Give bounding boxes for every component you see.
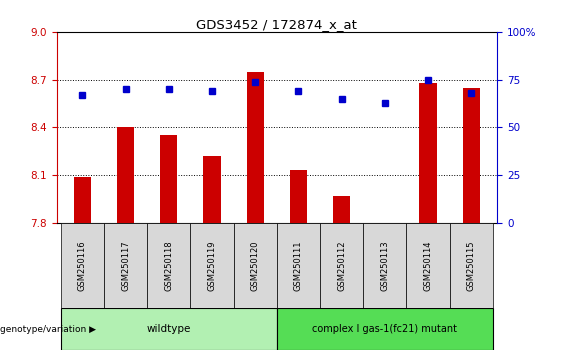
Bar [277,308,493,350]
Text: GSM250116: GSM250116 [78,240,87,291]
Bar [234,223,277,308]
Text: GSM250111: GSM250111 [294,240,303,291]
Text: GSM250117: GSM250117 [121,240,130,291]
Bar [419,83,437,223]
Text: GSM250115: GSM250115 [467,240,476,291]
Bar [104,223,147,308]
Bar [363,223,406,308]
Bar [333,196,350,223]
Bar [61,308,277,350]
Text: GSM250120: GSM250120 [251,240,260,291]
Bar [147,223,190,308]
Bar [450,223,493,308]
Text: GSM250114: GSM250114 [424,240,433,291]
Bar [320,223,363,308]
Text: wildtype: wildtype [147,324,191,334]
Text: GSM250118: GSM250118 [164,240,173,291]
Bar [406,223,450,308]
Bar [160,136,177,223]
Bar [61,223,104,308]
Title: GDS3452 / 172874_x_at: GDS3452 / 172874_x_at [197,18,357,31]
Bar [290,170,307,223]
Bar [463,87,480,223]
Text: genotype/variation ▶: genotype/variation ▶ [0,325,96,334]
Bar [74,177,91,223]
Bar [190,223,234,308]
Bar [203,156,221,223]
Text: complex I gas-1(fc21) mutant: complex I gas-1(fc21) mutant [312,324,457,334]
Bar [117,127,134,223]
Bar [246,72,264,223]
Text: GSM250119: GSM250119 [207,240,216,291]
Text: GSM250112: GSM250112 [337,240,346,291]
Text: GSM250113: GSM250113 [380,240,389,291]
Bar [277,223,320,308]
